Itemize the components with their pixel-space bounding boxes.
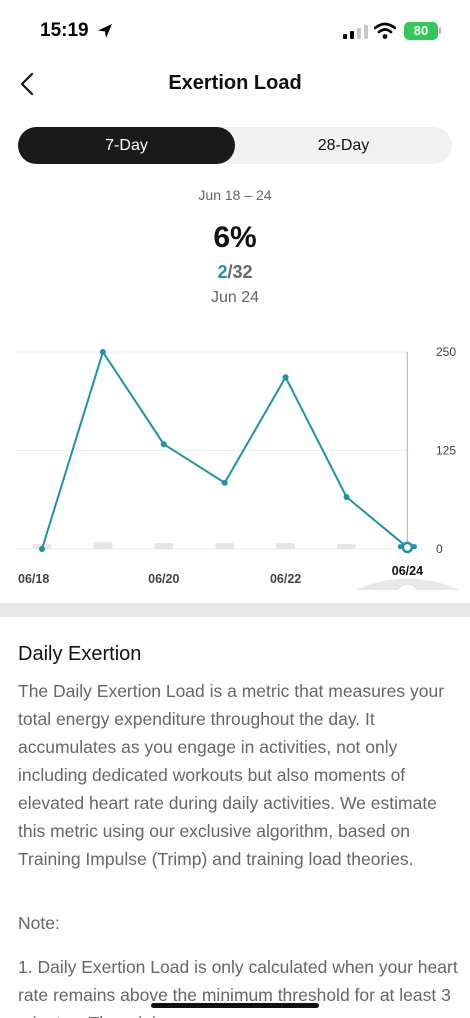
data-point <box>160 441 167 448</box>
bar <box>215 543 235 549</box>
data-point <box>99 349 106 355</box>
segment-7-day[interactable]: 7-Day <box>18 127 235 164</box>
x-tick-label: 06/22 <box>270 572 301 586</box>
y-tick-label: 0 <box>436 542 443 556</box>
exertion-percent: 6% <box>213 221 257 254</box>
header: Exertion Load <box>0 62 470 106</box>
x-tick-label: 06/18 <box>18 572 49 586</box>
status-time: 15:19 <box>40 20 89 41</box>
section-title: Daily Exertion <box>18 643 142 665</box>
home-indicator <box>151 1003 319 1008</box>
exertion-value: 2 <box>217 262 228 282</box>
date-range: Jun 18 – 24 <box>198 187 272 203</box>
exertion-ratio: 2/32 <box>0 262 470 283</box>
battery-tip <box>439 27 441 34</box>
data-point-selected <box>401 541 414 554</box>
battery-level: 80 <box>413 23 429 38</box>
location-arrow-icon <box>98 24 112 38</box>
note-item-1: 1. Daily Exertion Load is only calculate… <box>18 957 458 1018</box>
cellular-signal-icon <box>343 25 368 39</box>
description-text: The Daily Exertion Load is a metric that… <box>18 681 445 869</box>
data-point <box>282 374 289 381</box>
period-segment-control: 7-Day 28-Day <box>18 127 452 164</box>
bar <box>337 543 356 549</box>
bar <box>154 543 174 549</box>
back-chevron-icon[interactable] <box>14 70 42 98</box>
exertion-total: /32 <box>227 262 253 282</box>
data-point <box>343 493 350 500</box>
bar <box>276 543 296 549</box>
wifi-icon <box>374 22 396 39</box>
status-bar: 15:19 80 <box>0 0 470 60</box>
data-point <box>39 546 45 552</box>
selected-date: Jun 24 <box>210 289 260 306</box>
chart-scrubber-track <box>0 603 470 617</box>
y-tick-label: 125 <box>436 444 456 458</box>
scrubber-knob[interactable] <box>396 583 418 590</box>
x-tick-label: 06/24 <box>392 564 423 578</box>
segment-28-day[interactable]: 28-Day <box>317 137 370 154</box>
y-tick-label: 250 <box>436 345 456 359</box>
bar <box>93 542 113 549</box>
data-point <box>221 479 228 486</box>
note-label: Note: <box>18 913 60 933</box>
exertion-chart[interactable]: 250 125 0 06/18 06/20 06/22 06/24 <box>0 335 470 590</box>
battery-icon: 80 <box>404 22 438 40</box>
page-title: Exertion Load <box>168 72 302 94</box>
x-tick-label: 06/20 <box>148 572 179 586</box>
